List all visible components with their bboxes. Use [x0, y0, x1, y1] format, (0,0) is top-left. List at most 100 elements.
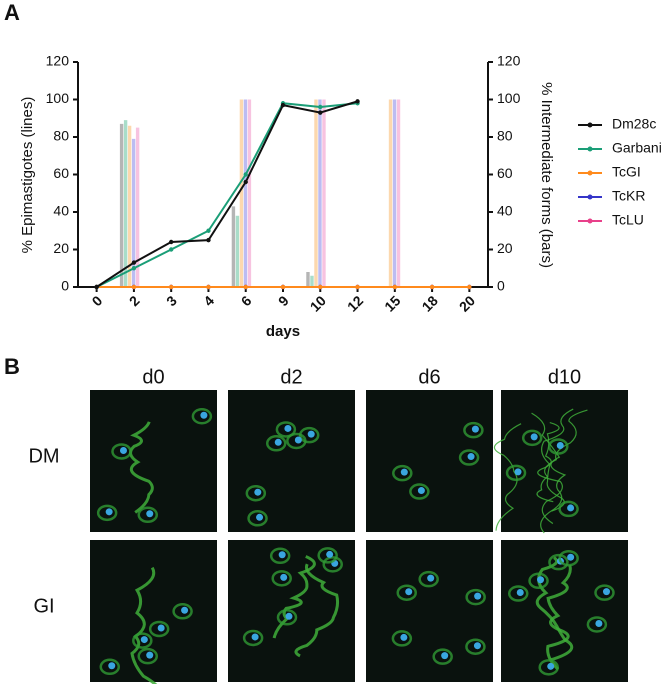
flagellum — [129, 421, 154, 514]
cell — [391, 630, 413, 647]
bar — [306, 272, 310, 287]
micrograph-grid — [90, 390, 628, 684]
legend-swatch — [587, 122, 593, 128]
cell — [137, 647, 158, 665]
bar — [119, 123, 124, 287]
cell — [392, 464, 413, 482]
line-point — [318, 104, 323, 110]
line-point — [243, 284, 248, 290]
row-label: DM — [28, 445, 59, 467]
nucleus — [602, 588, 610, 596]
nucleus — [200, 411, 208, 419]
nucleus — [119, 446, 127, 454]
cell — [148, 620, 170, 638]
nucleus — [280, 573, 288, 581]
y-tick-label: 20 — [53, 240, 69, 256]
nucleus — [530, 433, 538, 441]
y-tick-label: 100 — [46, 90, 70, 106]
nucleus — [467, 453, 475, 461]
nucleus — [274, 438, 282, 446]
flagellum — [294, 563, 340, 658]
line-point — [131, 266, 137, 271]
cell — [409, 483, 430, 500]
bar — [131, 138, 136, 287]
flagellum — [546, 564, 572, 671]
bar — [231, 206, 236, 287]
line-point — [168, 247, 174, 252]
cell — [191, 408, 213, 425]
nucleus — [405, 588, 413, 596]
nucleus — [595, 619, 603, 627]
nucleus — [105, 508, 113, 516]
legend-label: TcGI — [612, 164, 641, 180]
cell — [96, 504, 118, 522]
nucleus — [471, 425, 479, 433]
y-axis-title: % Epimastigotes (lines) — [19, 97, 36, 254]
cell — [99, 658, 121, 676]
column-label: d0 — [142, 366, 164, 388]
cell — [242, 629, 264, 647]
cell — [508, 585, 529, 602]
nucleus — [108, 662, 116, 670]
line-point — [392, 284, 398, 290]
cell — [521, 429, 543, 447]
nucleus — [251, 633, 259, 641]
x-tick-label: 4 — [200, 292, 217, 309]
bar — [388, 99, 393, 287]
line-point — [429, 284, 435, 290]
cell — [538, 659, 559, 676]
cell — [172, 603, 193, 620]
x-tick-label: 6 — [238, 292, 255, 309]
line-point — [280, 102, 286, 108]
nucleus — [516, 589, 524, 597]
line-point — [467, 284, 472, 290]
nucleus — [567, 504, 575, 512]
cell — [586, 616, 608, 633]
bar — [396, 99, 401, 287]
cell — [418, 570, 439, 588]
cell — [275, 421, 297, 438]
nucleus — [417, 487, 425, 495]
nucleus — [140, 636, 148, 644]
nucleus — [400, 468, 408, 476]
x-tick-label: 0 — [89, 292, 106, 309]
cell — [322, 556, 343, 573]
cell — [558, 549, 579, 567]
x-tick-label: 15 — [381, 292, 403, 314]
legend-label: Dm28c — [612, 116, 656, 132]
line-point — [355, 284, 360, 290]
cell — [528, 572, 549, 590]
micrograph — [501, 390, 628, 532]
line-point — [318, 110, 323, 115]
micrograph — [366, 390, 493, 532]
cell — [432, 648, 453, 665]
nucleus — [400, 633, 408, 641]
nucleus — [567, 553, 575, 561]
bar — [243, 99, 248, 287]
legend-label: TcKR — [612, 188, 645, 204]
nucleus — [547, 662, 555, 670]
x-tick-label: 20 — [456, 292, 478, 314]
nucleus — [441, 652, 449, 660]
x-axis-title: days — [266, 323, 300, 340]
bar — [392, 99, 397, 287]
bar — [314, 99, 318, 287]
y2-tick-label: 0 — [497, 278, 505, 294]
x-tick-label: 2 — [126, 292, 143, 309]
nucleus — [146, 651, 154, 659]
line-point — [243, 172, 248, 177]
nucleus — [256, 513, 264, 521]
column-label: d2 — [280, 366, 302, 388]
line-point — [280, 284, 286, 290]
series-line — [96, 100, 358, 288]
series-line — [96, 102, 358, 288]
micrograph — [90, 540, 217, 682]
cell — [132, 632, 153, 649]
cell — [317, 547, 338, 564]
bar — [235, 215, 240, 287]
nucleus — [514, 468, 522, 476]
panel-label: A — [4, 0, 20, 25]
legend-swatch — [587, 194, 593, 200]
bar — [239, 99, 244, 287]
